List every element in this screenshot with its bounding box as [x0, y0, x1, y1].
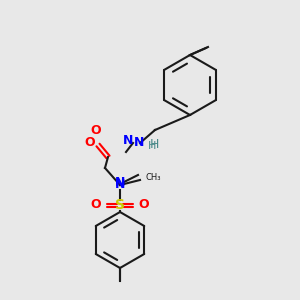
Text: O: O [139, 199, 149, 212]
Text: O: O [91, 199, 101, 212]
Text: H: H [148, 141, 156, 151]
Text: N: N [115, 178, 125, 191]
Text: CH₃: CH₃ [145, 173, 161, 182]
Text: S: S [115, 198, 125, 212]
Text: O: O [91, 124, 101, 137]
Text: N: N [134, 136, 144, 148]
Text: O: O [85, 136, 95, 148]
Text: H: H [150, 139, 159, 152]
Text: N: N [123, 134, 133, 148]
Text: N: N [115, 176, 125, 190]
